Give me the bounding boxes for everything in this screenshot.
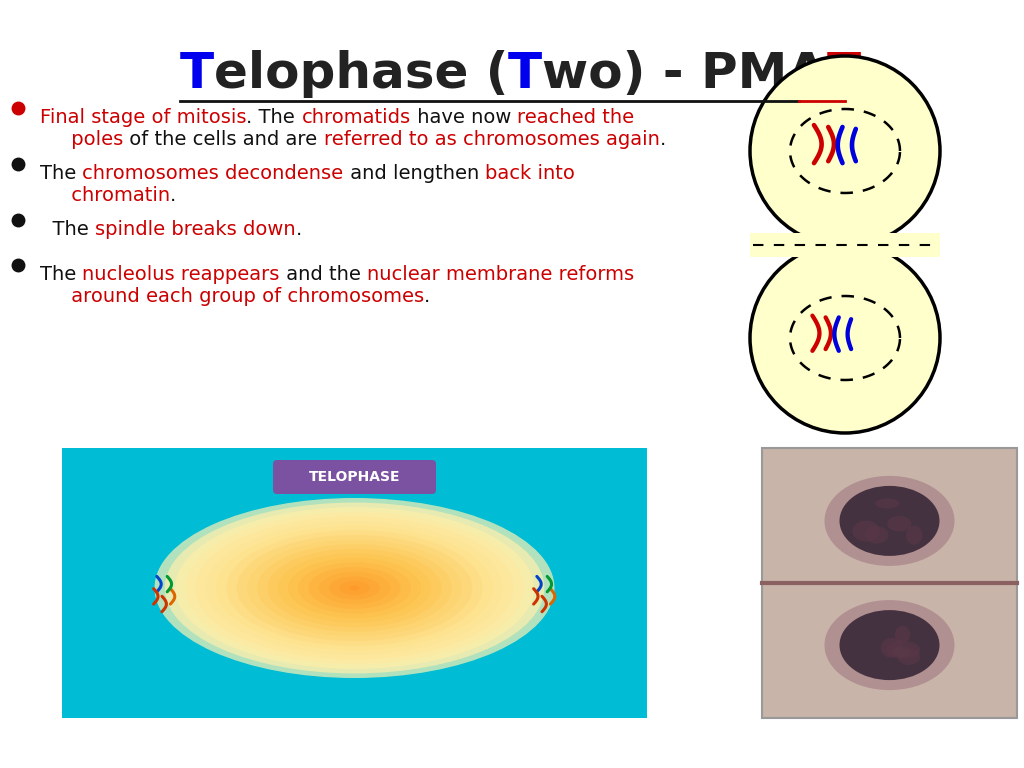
- Text: The: The: [40, 265, 83, 284]
- Text: and the: and the: [280, 265, 367, 284]
- Ellipse shape: [840, 610, 939, 680]
- Ellipse shape: [886, 498, 901, 516]
- Ellipse shape: [267, 548, 441, 627]
- Text: back into: back into: [485, 164, 575, 183]
- Text: nuclear membrane reforms: nuclear membrane reforms: [367, 265, 634, 284]
- Ellipse shape: [864, 654, 885, 666]
- Text: of the cells and are: of the cells and are: [123, 131, 324, 150]
- Ellipse shape: [196, 516, 513, 660]
- Ellipse shape: [868, 629, 895, 648]
- Text: and lengthen: and lengthen: [344, 164, 485, 183]
- Ellipse shape: [824, 476, 954, 566]
- FancyBboxPatch shape: [273, 460, 436, 494]
- Text: TELOPHASE: TELOPHASE: [309, 470, 400, 484]
- Text: poles: poles: [40, 131, 123, 150]
- Ellipse shape: [278, 553, 431, 623]
- Text: chromatids: chromatids: [301, 108, 411, 127]
- Text: elophase (: elophase (: [214, 50, 508, 98]
- Ellipse shape: [891, 651, 907, 670]
- Text: spindle breaks down: spindle breaks down: [95, 220, 296, 239]
- Ellipse shape: [257, 544, 452, 632]
- Ellipse shape: [237, 535, 472, 641]
- Ellipse shape: [902, 503, 923, 521]
- Text: wo) - PMA: wo) - PMA: [543, 50, 826, 98]
- Text: . The: . The: [247, 108, 301, 127]
- Ellipse shape: [308, 567, 400, 609]
- Ellipse shape: [298, 562, 411, 614]
- Ellipse shape: [349, 585, 359, 591]
- Ellipse shape: [216, 525, 493, 650]
- Ellipse shape: [892, 637, 908, 655]
- Text: nucleolus reappears: nucleolus reappears: [83, 265, 280, 284]
- Ellipse shape: [247, 539, 462, 637]
- Text: The: The: [40, 220, 95, 239]
- Bar: [62, 448, 647, 718]
- Bar: [750, 233, 940, 257]
- Text: chromosomes decondense: chromosomes decondense: [83, 164, 344, 183]
- Text: have now: have now: [411, 108, 517, 127]
- Text: around each group of chromosomes: around each group of chromosomes: [40, 287, 424, 306]
- Text: .: .: [170, 187, 176, 205]
- Circle shape: [750, 243, 940, 433]
- Text: .: .: [659, 131, 666, 150]
- Text: .: .: [296, 220, 302, 239]
- Text: referred to as chromosomes again: referred to as chromosomes again: [324, 131, 659, 150]
- Ellipse shape: [876, 635, 897, 651]
- Text: Final stage of mitosis: Final stage of mitosis: [40, 108, 247, 127]
- Ellipse shape: [859, 513, 893, 532]
- Text: The: The: [40, 164, 83, 183]
- Ellipse shape: [840, 486, 939, 556]
- Ellipse shape: [226, 530, 482, 646]
- Ellipse shape: [288, 558, 421, 618]
- Ellipse shape: [155, 498, 555, 678]
- Text: T: T: [508, 50, 543, 98]
- Ellipse shape: [329, 576, 380, 600]
- Ellipse shape: [824, 600, 954, 690]
- Ellipse shape: [318, 571, 390, 604]
- Ellipse shape: [165, 502, 544, 674]
- Text: chromatin: chromatin: [40, 187, 170, 205]
- Ellipse shape: [873, 518, 901, 536]
- Text: reached the: reached the: [517, 108, 635, 127]
- Text: .: .: [424, 287, 430, 306]
- Ellipse shape: [175, 507, 534, 669]
- Text: T: T: [826, 50, 860, 98]
- Bar: [762, 448, 1017, 718]
- Ellipse shape: [185, 511, 523, 664]
- Text: T: T: [179, 50, 214, 98]
- Ellipse shape: [878, 525, 903, 543]
- Ellipse shape: [206, 521, 503, 655]
- Ellipse shape: [339, 581, 370, 595]
- Circle shape: [750, 56, 940, 246]
